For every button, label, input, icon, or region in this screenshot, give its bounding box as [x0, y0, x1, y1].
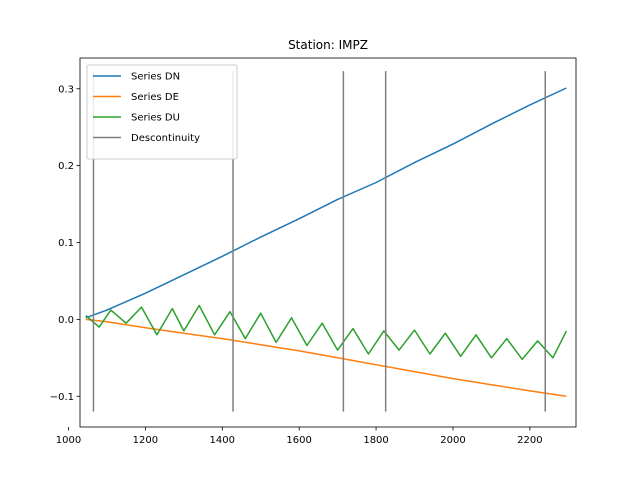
series-line-2 [85, 318, 567, 398]
legend-label-4: Descontinuity [131, 133, 200, 144]
y-tick-label: −0.1 [50, 392, 74, 403]
x-tick-label: 2200 [517, 435, 542, 446]
y-axis: −0.1 0.0 0.1 0.2 0.3 [50, 84, 80, 403]
x-tick-label: 2000 [440, 435, 465, 446]
y-tick-label: 0.3 [58, 84, 74, 95]
legend-label-3: Series DU [131, 113, 180, 124]
series-line-1 [85, 87, 567, 319]
x-tick-label: 1800 [363, 435, 388, 446]
x-tick-label: 1600 [286, 435, 311, 446]
y-tick-label: 0.2 [58, 161, 74, 172]
chart-title: Station: IMPZ [288, 38, 368, 52]
legend-box [86, 64, 238, 160]
x-tick-label: 1400 [210, 435, 235, 446]
x-axis: 1000 1200 1400 1600 1800 2000 2200 [56, 427, 543, 446]
y-tick-label: 0.0 [58, 315, 74, 326]
legend-label-2: Series DE [131, 92, 179, 103]
series-line-3 [85, 304, 568, 361]
legend-label-1: Series DN [131, 72, 180, 83]
x-tick-label: 1000 [56, 435, 81, 446]
legend: Series DN Series DE Series DU Descontinuity [86, 64, 238, 160]
y-tick-label: 0.1 [58, 238, 74, 249]
x-tick-label: 1200 [133, 435, 158, 446]
